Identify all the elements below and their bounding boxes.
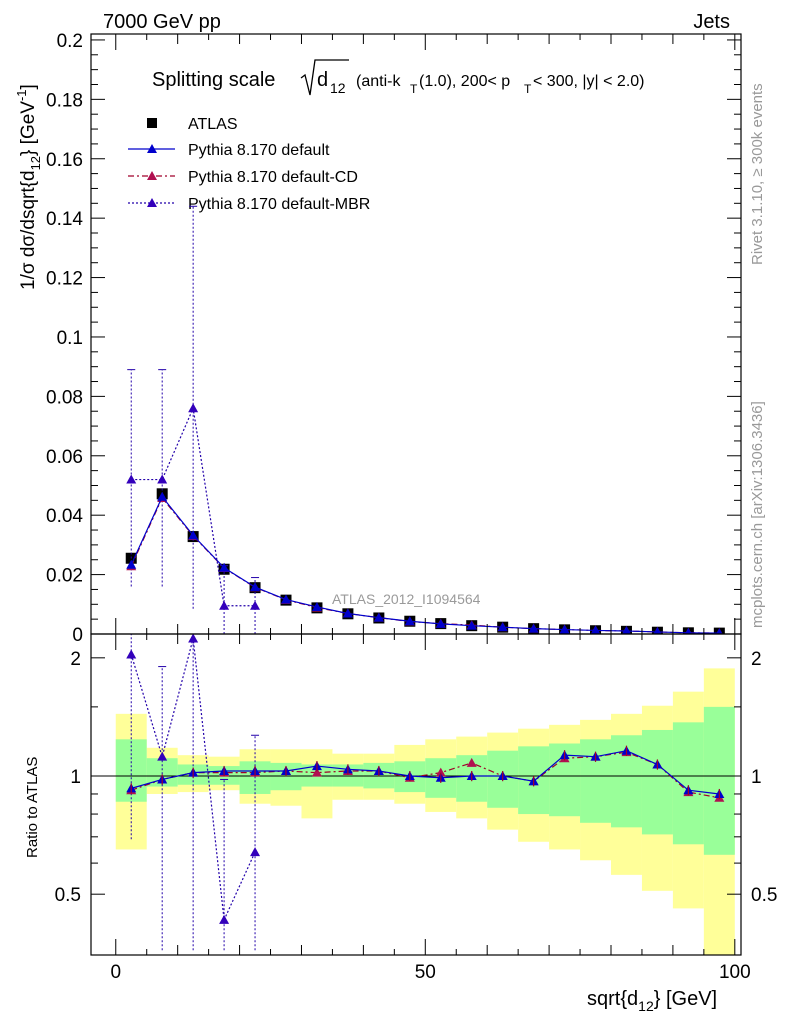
ratio-uncertainty-bands — [91, 668, 741, 955]
main-panel-data — [125, 205, 725, 634]
legend-label-atlas: ATLAS — [188, 116, 238, 133]
plot-title: Splitting scale d 12 (anti-k T (1.0), 20… — [152, 59, 645, 96]
main-ytick-label-1: 0.02 — [46, 566, 83, 587]
default-point-8 — [373, 612, 384, 622]
title-cuts-1: (anti-k — [356, 73, 401, 90]
mbr-point-1 — [157, 474, 168, 484]
title-formula-sub: 12 — [330, 80, 346, 96]
header-process: Jets — [693, 11, 730, 33]
default-point-3 — [219, 562, 230, 572]
main-ytick-label-0: 0 — [72, 625, 83, 646]
x-tick-label-1: 50 — [415, 962, 436, 983]
band-inner-17 — [641, 729, 673, 835]
default-point-17 — [653, 626, 662, 634]
rivet-version-label: Rivet 3.1.10, ≥ 300k events — [749, 83, 766, 265]
ratio-mbr-point-2 — [188, 634, 199, 643]
legend-marker-default — [147, 144, 157, 153]
x-tick-label-2: 100 — [719, 962, 751, 983]
main-ytick-label-10: 0.2 — [57, 31, 83, 52]
mcplots-citation-label: mcplots.cern.ch [arXiv:1306.3436] — [749, 401, 766, 628]
main-ytick-label-6: 0.12 — [46, 269, 83, 290]
legend-item-default: Pythia 8.170 default — [128, 142, 330, 159]
ratio-cd-point-11 — [466, 757, 477, 767]
legend-label-mbr: Pythia 8.170 default-MBR — [188, 196, 370, 213]
default-point-5 — [281, 594, 291, 604]
default-point-0 — [126, 559, 137, 569]
default-point-1 — [157, 491, 168, 501]
legend-label-default: Pythia 8.170 default — [188, 142, 330, 159]
panel-frame-1 — [90, 633, 742, 956]
default-point-12 — [497, 622, 508, 632]
legend-marker-mbr — [147, 198, 157, 207]
default-point-4 — [250, 582, 261, 592]
band-inner-18 — [672, 722, 704, 845]
default-point-13 — [528, 623, 539, 633]
title-cuts-1-sub: T — [410, 82, 418, 96]
default-point-9 — [404, 616, 415, 626]
title-cuts-3: < 300, |y| < 2.0) — [533, 73, 645, 90]
main-ytick-label-7: 0.14 — [46, 209, 83, 230]
default-point-2 — [188, 530, 199, 540]
title-main: Splitting scale — [152, 69, 275, 91]
axes-frames: 0 0.02 0.04 0.06 0.08 0.1 0.12 0.14 0.16 0.18 0.2 0… — [46, 31, 777, 983]
band-inner-19 — [703, 706, 735, 855]
ratio-y-axis-label: Ratio to ATLAS — [24, 757, 41, 858]
legend-item-cd: Pythia 8.170 default-CD — [128, 169, 358, 186]
legend: ATLAS Pythia 8.170 default Pythia 8.170 … — [128, 116, 370, 213]
mbr-point-2 — [188, 403, 199, 413]
sqrt-sign-icon — [300, 59, 349, 96]
ratio-mbr-point-0 — [126, 649, 137, 659]
mbr-point-0 — [126, 474, 137, 484]
ratio-ytick-label-right-1: 1 — [751, 767, 762, 788]
mbr-point-4 — [250, 600, 261, 610]
x-axis-label: sqrt{d12} [GeV] — [587, 988, 717, 1014]
main-ytick-label-2: 0.04 — [46, 506, 83, 527]
default-point-7 — [342, 608, 353, 618]
ratio-panel-data — [126, 634, 725, 951]
main-ytick-label-9: 0.18 — [46, 90, 83, 111]
title-cuts-2: (1.0), 200< p — [419, 73, 510, 90]
default-point-19 — [716, 628, 723, 634]
ratio-mbr-point-4 — [250, 847, 261, 857]
legend-item-atlas: ATLAS — [147, 116, 238, 133]
legend-item-mbr: Pythia 8.170 default-MBR — [128, 196, 370, 213]
title-formula: d — [317, 69, 328, 91]
header-energy: 7000 GeV pp — [103, 11, 221, 33]
x-tick-label-0: 0 — [110, 962, 121, 983]
ratio-ytick-label-2: 2 — [70, 649, 81, 670]
default-point-15 — [590, 625, 601, 634]
ratio-cd-point-10 — [435, 767, 446, 777]
mbr-point-3 — [219, 600, 230, 610]
ratio-ytick-label-right-2: 2 — [751, 649, 762, 670]
ratio-cd-point-6 — [311, 767, 322, 777]
ratio-ytick-label-right-0: 0.5 — [751, 885, 777, 906]
main-ytick-label-5: 0.1 — [57, 328, 83, 349]
ratio-mbr-point-1 — [157, 751, 168, 761]
ratio-ytick-label-0: 0.5 — [55, 885, 81, 906]
analysis-watermark: ATLAS_2012_I1094564 — [332, 591, 481, 607]
default-point-10 — [435, 618, 446, 628]
legend-marker-cd — [147, 171, 157, 180]
main-ytick-label-3: 0.06 — [46, 447, 83, 468]
default-point-14 — [559, 624, 570, 634]
default-point-11 — [466, 620, 477, 630]
default-point-18 — [684, 627, 692, 634]
ratio-cd-line — [131, 751, 720, 799]
legend-marker-atlas — [147, 118, 157, 128]
default-point-6 — [311, 601, 322, 611]
main-ytick-label-8: 0.16 — [46, 150, 83, 171]
ratio-mbr-point-3 — [219, 914, 230, 924]
default-point-16 — [622, 626, 631, 634]
title-cuts-2-sub: T — [524, 82, 532, 96]
top-y-axis-label: 1/σ dσ/dsqrt{d12} [GeV-1] — [14, 84, 43, 290]
ratio-default-line — [131, 750, 720, 795]
legend-label-cd: Pythia 8.170 default-CD — [188, 169, 358, 186]
ratio-ytick-label-1: 1 — [70, 767, 81, 788]
main-ytick-label-4: 0.08 — [46, 387, 83, 408]
